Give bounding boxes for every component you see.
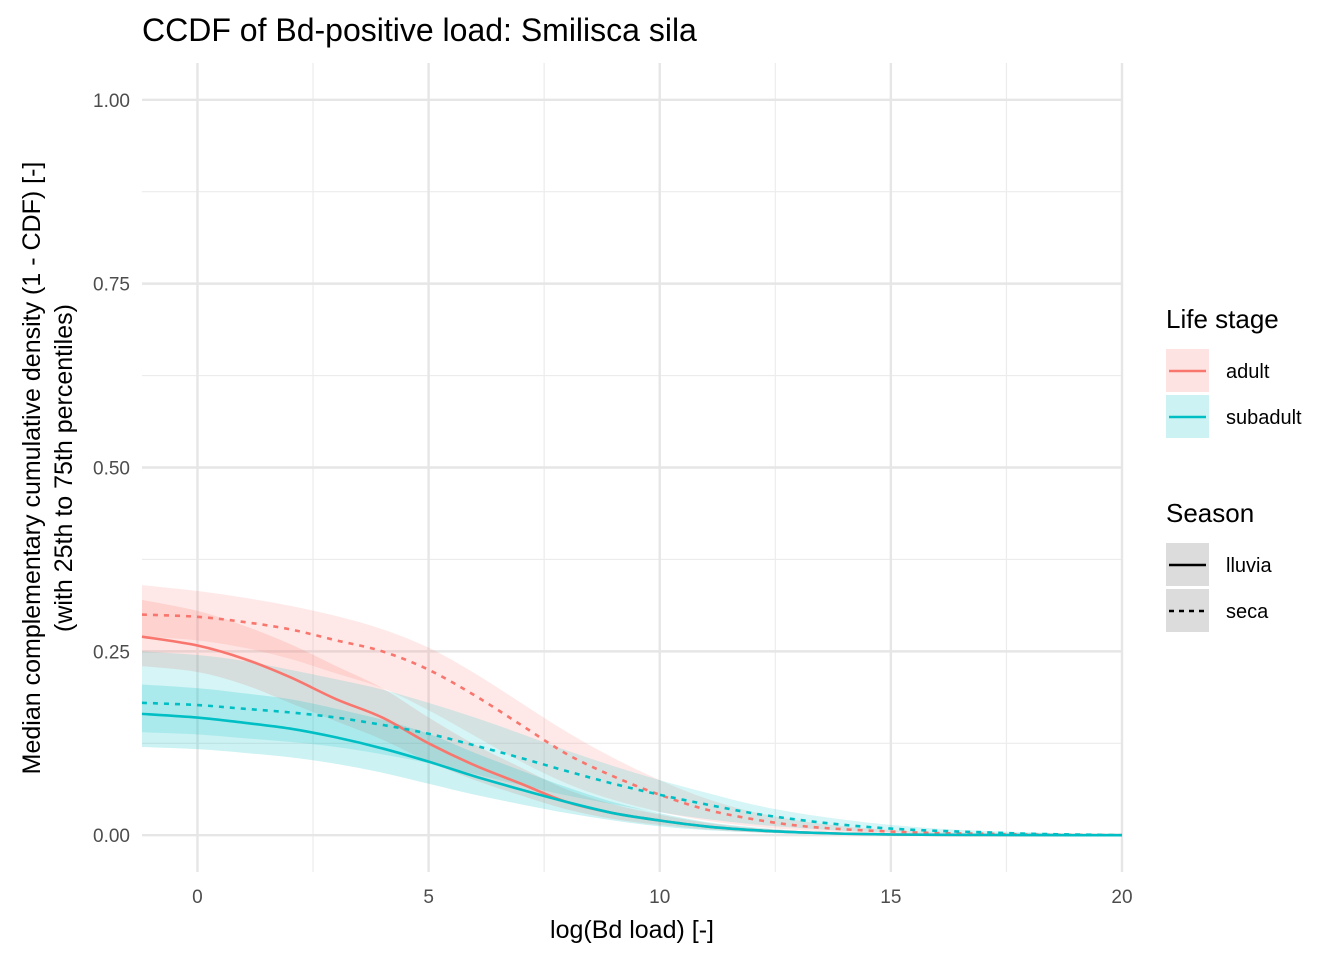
x-tick-label: 20 [1111,887,1132,908]
legend-title: Life stage [1166,304,1279,334]
x-axis-tick-labels: 0 5 10 15 20 [192,887,1132,908]
chart-title: CCDF of Bd-positive load: Smilisca sila [142,12,697,48]
y-tick-label: 1.00 [93,91,130,112]
line-subadult-lluvia [141,712,1123,837]
y-axis-title-line-1: Median complementary cumulative density … [18,162,46,775]
legend-title: Season [1166,498,1254,528]
band-adult-seca [142,585,1122,836]
x-tick-label: 0 [192,887,203,908]
x-tick-label: 5 [423,887,434,908]
legend-item-label: lluvia [1226,555,1272,577]
line-adult-seca [141,613,1123,837]
median-lines [141,613,1123,837]
y-axis-title-line-2: (with 25th to 75th percentiles) [50,304,78,632]
y-tick-label: 0.25 [93,642,130,663]
y-axis-tick-labels: 0.00 0.25 0.50 0.75 1.00 [93,91,130,847]
legend: Life stage adult subadult Season lluvia seca [1166,304,1302,632]
legend-item-label: seca [1226,601,1269,623]
x-tick-label: 10 [649,887,670,908]
percentile-bands [142,585,1122,836]
x-axis-title: log(Bd load) [-] [550,916,714,944]
band-subadult-seca [142,651,1122,836]
legend-item-label: adult [1226,361,1270,383]
legend-item-label: subadult [1226,407,1302,429]
y-tick-label: 0.00 [93,826,130,847]
minor-grid [142,63,1122,872]
y-tick-label: 0.75 [93,275,130,296]
y-axis-title: Median complementary cumulative density … [18,162,78,775]
y-tick-label: 0.50 [93,459,130,480]
x-tick-label: 15 [880,887,901,908]
band-subadult-lluvia [142,684,1122,836]
band-adult-lluvia [142,599,1122,836]
